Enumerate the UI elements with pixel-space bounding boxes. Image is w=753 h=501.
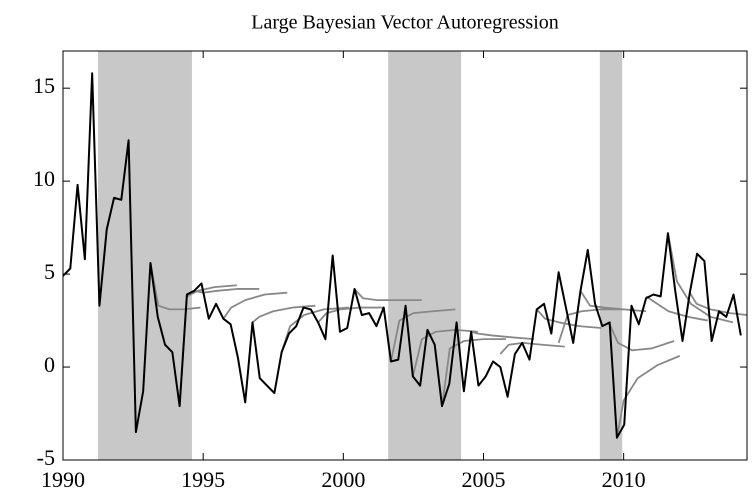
- x-tick-label: 2010: [602, 467, 646, 492]
- forecast-line: [536, 308, 602, 329]
- forecast-line: [616, 355, 681, 438]
- forecast-line: [251, 304, 316, 324]
- forecast-line: [194, 288, 260, 294]
- y-tick-label: 5: [44, 259, 55, 284]
- forecast-line: [441, 338, 506, 407]
- forecast-line: [470, 330, 535, 341]
- forecast-line: [317, 306, 383, 324]
- y-tick-label: 0: [44, 352, 55, 377]
- data-line: [63, 72, 742, 439]
- x-tick-label: 1990: [41, 467, 85, 492]
- recession-band: [388, 51, 462, 460]
- chart-title: Large Bayesian Vector Autoregression: [251, 12, 559, 34]
- plot: [63, 51, 747, 460]
- recession-band: [599, 51, 623, 460]
- y-tick-label: -5: [37, 445, 55, 470]
- x-tick-label: 2000: [321, 467, 365, 492]
- forecast-line: [689, 292, 747, 316]
- forecast-line: [608, 323, 675, 352]
- y-tick-label: 10: [33, 166, 55, 191]
- forecast-line: [222, 291, 288, 320]
- forecast-line: [390, 308, 456, 362]
- forecast-line: [557, 308, 624, 344]
- forecast-line: [645, 295, 708, 322]
- x-tick-label: 2005: [461, 467, 505, 492]
- forecast-line: [280, 306, 349, 353]
- recession-band: [98, 51, 192, 460]
- x-tick-label: 1995: [181, 467, 225, 492]
- plot-frame: [62, 50, 748, 461]
- y-tick-label: 15: [33, 73, 55, 98]
- forecast-line: [149, 262, 201, 311]
- forecast-line: [411, 328, 478, 377]
- forecast-line: [353, 288, 422, 302]
